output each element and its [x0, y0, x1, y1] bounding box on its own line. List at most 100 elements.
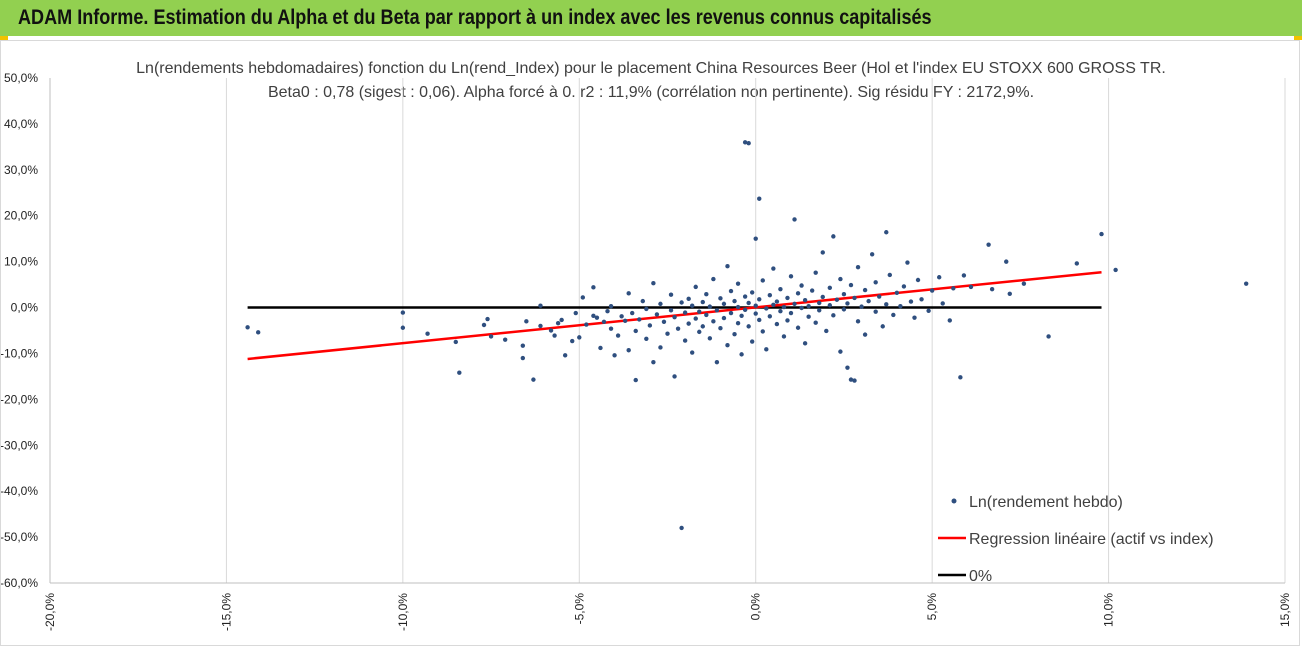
- scatter-point: [901, 284, 907, 289]
- scatter-point: [813, 320, 818, 325]
- scatter-point: [764, 306, 769, 311]
- y-tick-label: 20,0%: [4, 209, 38, 223]
- scatter-point: [866, 298, 871, 304]
- scatter-point: [640, 298, 645, 304]
- scatter-point: [481, 322, 487, 328]
- report-title: ADAM Informe. Estimation du Alpha et du …: [18, 6, 932, 29]
- scatter-point: [852, 295, 857, 301]
- scatter-point: [746, 324, 751, 329]
- y-tick-label: 30,0%: [4, 163, 38, 177]
- scatter-point: [573, 310, 578, 316]
- scatter-point: [788, 310, 794, 316]
- scatter-point: [802, 341, 808, 346]
- y-tick-label: 0,0%: [11, 301, 39, 315]
- y-tick-label: 50,0%: [4, 71, 38, 85]
- scatter-point: [457, 370, 462, 375]
- scatter-point: [827, 285, 833, 291]
- scatter-point: [767, 314, 773, 319]
- y-tick-label: -60,0%: [1, 576, 38, 590]
- scatter-point: [757, 317, 762, 323]
- chart-subtitle: Beta0 : 0,78 (sigest : 0,06). Alpha forc…: [268, 84, 1034, 101]
- scatter-point: [425, 331, 430, 336]
- x-tick-label: 15,0%: [1278, 593, 1292, 627]
- x-tick-label: -15,0%: [219, 593, 233, 631]
- scatter-point: [644, 336, 649, 341]
- scatter-point: [746, 300, 751, 306]
- chart-title: Ln(rendements hebdomadaires) fonction du…: [136, 60, 1166, 77]
- y-tick-label: -20,0%: [1, 392, 38, 406]
- scatter-point: [742, 140, 748, 145]
- scatter-point: [852, 378, 857, 383]
- scatter-point: [605, 309, 610, 314]
- scatter-point: [697, 329, 702, 335]
- scatter-point: [735, 320, 741, 326]
- scatter-point: [792, 217, 797, 222]
- scatter-point: [894, 290, 900, 296]
- scatter-point: [785, 295, 790, 301]
- scatter-point: [552, 333, 557, 338]
- scatter-point: [591, 285, 596, 290]
- scatter-point: [735, 281, 741, 286]
- chart-area: Ln(rendements hebdomadaires) fonction du…: [0, 40, 1300, 646]
- scatter-point: [732, 298, 737, 304]
- scatter-point: [809, 288, 815, 293]
- scatter-point: [598, 345, 603, 351]
- scatter-point: [792, 301, 797, 307]
- scatter-point: [700, 324, 705, 329]
- scatter-point: [682, 338, 688, 343]
- scatter-point: [778, 286, 783, 292]
- scatter-point: [891, 312, 896, 318]
- scatter-point: [488, 334, 494, 339]
- scatter-point: [817, 300, 822, 306]
- banner-corner-right: [1294, 36, 1302, 40]
- y-tick-label: -10,0%: [1, 346, 38, 360]
- x-tick-label: 10,0%: [1102, 593, 1116, 627]
- scatter-point: [661, 319, 667, 324]
- scatter-point: [989, 286, 995, 292]
- scatter-point: [749, 290, 755, 295]
- scatter-point: [806, 303, 811, 309]
- scatter-point: [817, 308, 822, 313]
- scatter-point: [686, 321, 691, 326]
- scatter-point: [707, 304, 713, 309]
- scatter-point: [718, 326, 723, 331]
- scatter-point: [834, 297, 840, 302]
- scatter-point: [1243, 281, 1249, 286]
- scatter-point: [940, 301, 945, 306]
- scatter-point: [845, 301, 850, 306]
- scatter-point: [774, 321, 780, 327]
- scatter-point: [898, 303, 903, 309]
- scatter-point: [915, 277, 921, 283]
- scatter-point: [1004, 259, 1009, 264]
- scatter-point: [538, 323, 543, 329]
- y-tick-label: 40,0%: [4, 117, 38, 131]
- scatter-point: [877, 294, 882, 299]
- scatter-point: [926, 308, 931, 313]
- scatter-point: [538, 303, 543, 308]
- scatter-point: [968, 284, 974, 290]
- scatter-point: [841, 307, 847, 312]
- scatter-point: [757, 297, 762, 302]
- scatter-point: [658, 301, 663, 307]
- scatter-point: [711, 276, 716, 282]
- scatter-point: [788, 274, 794, 279]
- scatter-point: [679, 525, 684, 531]
- scatter-point: [693, 284, 698, 290]
- gridlines: [225, 78, 1286, 583]
- scatter-point: [986, 242, 991, 247]
- legend-label-regression: Regression linéaire (actif vs index): [969, 531, 1214, 548]
- scatter-point: [686, 296, 691, 302]
- scatter-point: [665, 331, 670, 336]
- scatter-point: [820, 294, 825, 300]
- y-tick-label: -30,0%: [1, 438, 38, 452]
- scatter-point: [594, 315, 600, 320]
- scatter-point: [555, 320, 561, 326]
- scatter-point: [855, 264, 861, 270]
- scatter-point: [637, 317, 642, 322]
- legend-label-zero: 0%: [969, 568, 992, 585]
- y-tick-label: 10,0%: [4, 255, 38, 269]
- scatter-point: [654, 312, 660, 317]
- scatter-point: [884, 302, 889, 307]
- scatter-point: [728, 288, 734, 294]
- legend-label-scatter: Ln(rendement hebdo): [969, 494, 1123, 511]
